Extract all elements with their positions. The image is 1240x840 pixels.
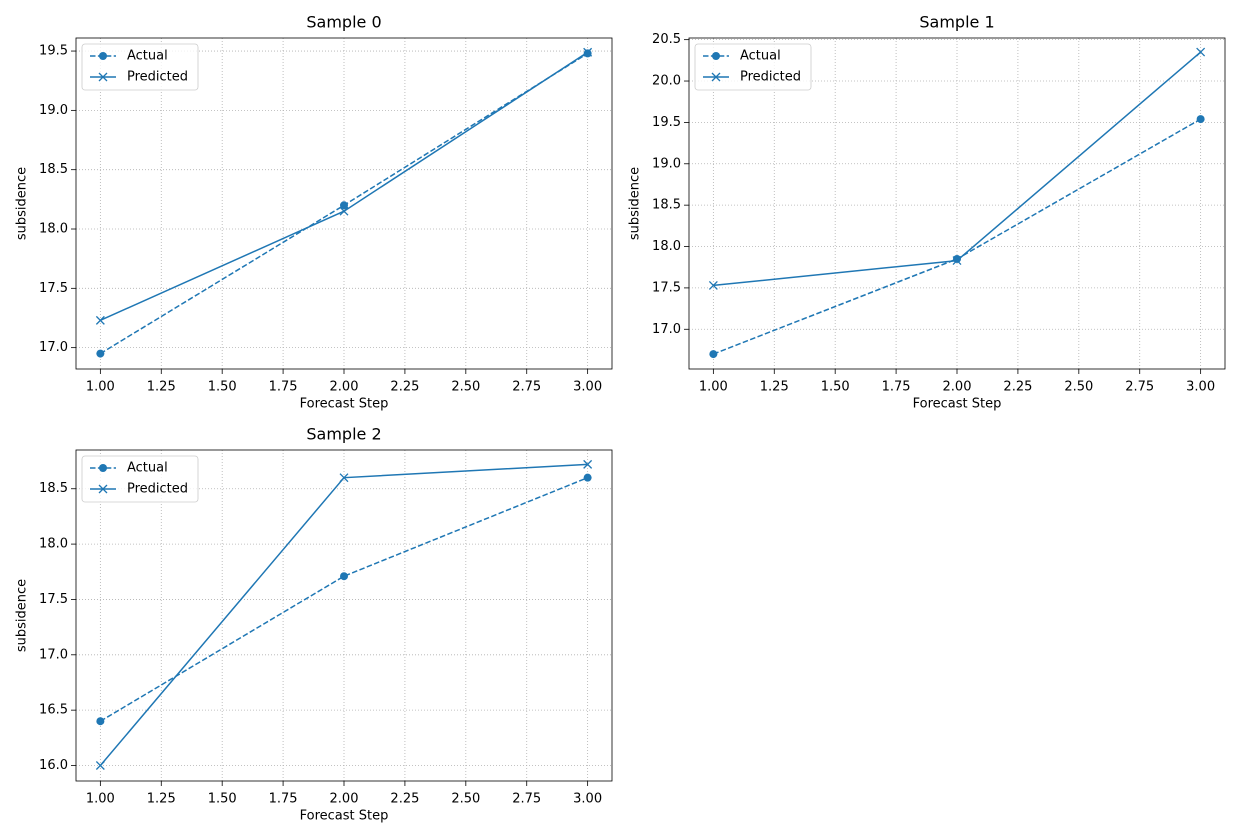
marker	[96, 349, 105, 358]
y-axis-label: subsidence	[628, 167, 643, 240]
legend-label: Predicted	[127, 70, 188, 85]
y-tick-label: 18.0	[39, 222, 68, 237]
x-axis-label: Forecast Step	[300, 809, 389, 824]
legend: Actual Predicted	[81, 43, 199, 91]
x-tick-label: 1.50	[821, 380, 850, 395]
x-tick-label: 1.75	[269, 380, 298, 395]
marker	[340, 201, 348, 210]
x-axis-label: Forecast Step	[913, 397, 1002, 412]
marker	[95, 315, 105, 325]
x-tick-label: 2.75	[1125, 380, 1154, 395]
marker	[96, 717, 105, 726]
y-tick-label: 19.0	[39, 103, 68, 118]
x-tick-label: 1.75	[882, 380, 911, 395]
y-tick-label: 18.0	[39, 537, 68, 552]
y-axis-label: subsidence	[15, 167, 30, 240]
legend-marker	[99, 464, 107, 472]
legend-label: Actual	[127, 49, 168, 64]
marker	[952, 256, 962, 266]
y-tick-label: 19.5	[652, 115, 681, 130]
y-tick-label: 18.5	[39, 162, 68, 177]
y-tick-label: 17.5	[39, 281, 68, 296]
x-tick-label: 3.00	[1186, 380, 1215, 395]
legend-label: Predicted	[740, 70, 801, 85]
x-tick-label: 2.50	[451, 792, 480, 807]
x-tick-label: 2.00	[943, 380, 972, 395]
legend-marker	[99, 52, 107, 60]
x-tick-label: 2.25	[390, 792, 419, 807]
y-tick-label: 17.5	[39, 592, 68, 607]
y-tick-label: 19.0	[652, 156, 681, 171]
x-tick-label: 1.75	[269, 792, 298, 807]
marker	[340, 572, 348, 581]
x-tick-label: 2.75	[512, 792, 541, 807]
chart-title: Sample 0	[306, 13, 381, 32]
marker	[583, 49, 592, 58]
x-tick-label: 3.00	[573, 380, 602, 395]
y-tick-label: 18.5	[39, 481, 68, 496]
marker	[95, 761, 105, 770]
legend-marker	[98, 484, 108, 494]
x-tick-label: 1.50	[208, 792, 237, 807]
marker	[339, 206, 349, 216]
x-tick-label: 3.00	[573, 792, 602, 807]
x-tick-label: 2.25	[1003, 380, 1032, 395]
chart-title: Sample 2	[306, 425, 381, 444]
y-tick-label: 16.5	[39, 703, 68, 718]
axes-frame	[75, 449, 613, 782]
x-tick-label: 2.75	[512, 380, 541, 395]
y-tick-label: 19.5	[39, 44, 68, 59]
legend-label: Actual	[127, 461, 168, 476]
x-tick-label: 1.00	[699, 380, 728, 395]
marker	[1196, 47, 1206, 57]
marker	[1196, 115, 1205, 124]
x-tick-label: 2.00	[330, 380, 359, 395]
x-tick-label: 2.25	[390, 380, 419, 395]
y-tick-label: 16.0	[39, 758, 68, 773]
y-tick-label: 17.0	[39, 647, 68, 662]
x-tick-label: 1.25	[147, 380, 176, 395]
x-tick-label: 1.00	[86, 380, 115, 395]
y-tick-label: 18.5	[652, 198, 681, 213]
y-axis-label: subsidence	[15, 579, 30, 652]
x-tick-label: 1.50	[208, 380, 237, 395]
x-tick-label: 2.50	[451, 380, 480, 395]
axes-frame	[75, 37, 613, 370]
legend-marker	[98, 72, 108, 82]
marker	[583, 459, 593, 469]
legend-marker	[712, 52, 720, 60]
marker	[583, 47, 593, 57]
x-tick-label: 2.50	[1064, 380, 1093, 395]
legend-label: Actual	[740, 49, 781, 64]
marker	[708, 280, 718, 290]
x-tick-label: 1.25	[760, 380, 789, 395]
y-tick-label: 17.0	[652, 322, 681, 337]
y-tick-label: 20.5	[652, 32, 681, 47]
x-tick-label: 1.00	[86, 792, 115, 807]
y-tick-label: 17.5	[652, 280, 681, 295]
marker	[339, 473, 349, 483]
legend-label: Predicted	[127, 482, 188, 497]
marker	[583, 473, 592, 482]
legend: Actual Predicted	[81, 455, 199, 503]
x-tick-label: 1.25	[147, 792, 176, 807]
x-axis-label: Forecast Step	[300, 397, 389, 412]
y-tick-label: 17.0	[39, 340, 68, 355]
axes-frame	[688, 37, 1226, 370]
x-tick-label: 2.00	[330, 792, 359, 807]
chart-title: Sample 1	[919, 13, 994, 32]
y-tick-label: 20.0	[652, 74, 681, 89]
legend: Actual Predicted	[694, 43, 812, 91]
y-tick-label: 18.0	[652, 239, 681, 254]
series-line	[99, 476, 588, 722]
marker	[709, 350, 718, 359]
legend-marker	[711, 72, 721, 82]
